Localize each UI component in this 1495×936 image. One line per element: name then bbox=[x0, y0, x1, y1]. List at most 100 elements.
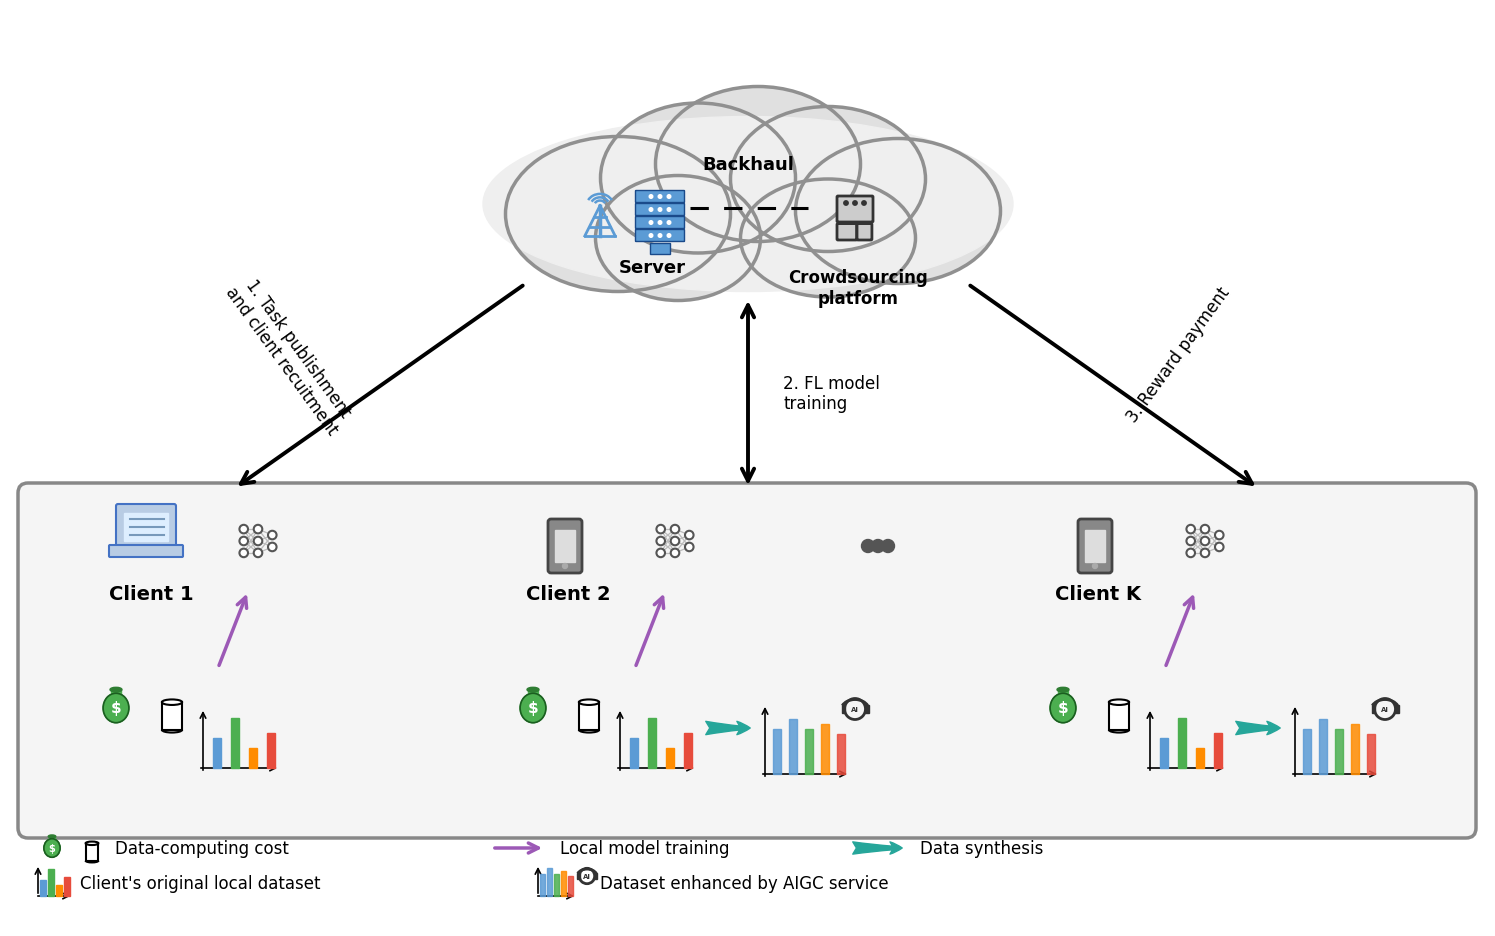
Circle shape bbox=[667, 196, 671, 199]
Ellipse shape bbox=[595, 176, 761, 301]
Bar bbox=[268, 733, 275, 768]
Circle shape bbox=[239, 549, 248, 558]
Circle shape bbox=[658, 209, 662, 212]
FancyBboxPatch shape bbox=[117, 505, 176, 548]
Bar bbox=[1178, 718, 1186, 768]
Circle shape bbox=[667, 222, 671, 225]
Text: 1. Task publishment
and client recuitment: 1. Task publishment and client recuitmen… bbox=[221, 271, 359, 438]
Circle shape bbox=[658, 222, 662, 225]
Ellipse shape bbox=[85, 841, 99, 845]
Circle shape bbox=[861, 201, 866, 206]
Circle shape bbox=[1215, 532, 1223, 540]
Bar bbox=[1058, 690, 1067, 696]
Bar bbox=[594, 873, 597, 879]
Circle shape bbox=[254, 549, 262, 558]
Circle shape bbox=[861, 540, 875, 553]
Bar bbox=[629, 739, 638, 768]
FancyBboxPatch shape bbox=[837, 197, 873, 223]
Bar bbox=[555, 874, 559, 896]
Circle shape bbox=[1215, 543, 1223, 551]
Bar bbox=[1395, 706, 1398, 713]
Circle shape bbox=[562, 563, 568, 569]
Text: Server: Server bbox=[619, 258, 686, 277]
Ellipse shape bbox=[655, 87, 861, 242]
Bar bbox=[864, 706, 869, 713]
Circle shape bbox=[656, 549, 665, 558]
FancyBboxPatch shape bbox=[635, 191, 685, 203]
Bar bbox=[650, 243, 670, 255]
Text: $: $ bbox=[1057, 701, 1069, 716]
Circle shape bbox=[1200, 549, 1209, 558]
Bar bbox=[124, 514, 167, 541]
Bar bbox=[1214, 733, 1221, 768]
Ellipse shape bbox=[740, 180, 915, 298]
Circle shape bbox=[649, 196, 653, 199]
Bar bbox=[55, 885, 61, 896]
Text: Client K: Client K bbox=[1055, 585, 1141, 604]
Bar bbox=[1196, 748, 1203, 768]
Text: Client 1: Client 1 bbox=[109, 585, 193, 604]
Bar bbox=[821, 724, 830, 774]
Circle shape bbox=[656, 525, 665, 534]
Bar bbox=[665, 748, 674, 768]
Text: Local model training: Local model training bbox=[561, 839, 730, 857]
Text: $: $ bbox=[111, 701, 121, 716]
Circle shape bbox=[268, 532, 277, 540]
FancyBboxPatch shape bbox=[549, 519, 582, 574]
Text: 2. FL model
training: 2. FL model training bbox=[783, 374, 881, 413]
FancyBboxPatch shape bbox=[857, 225, 872, 241]
Circle shape bbox=[239, 537, 248, 546]
Bar bbox=[112, 690, 121, 696]
Bar bbox=[528, 690, 538, 696]
Circle shape bbox=[1187, 537, 1195, 546]
Circle shape bbox=[649, 234, 653, 238]
Circle shape bbox=[656, 537, 665, 546]
Bar bbox=[1366, 734, 1375, 774]
Circle shape bbox=[671, 549, 679, 558]
Bar bbox=[212, 739, 221, 768]
Circle shape bbox=[1187, 525, 1195, 534]
Circle shape bbox=[1200, 525, 1209, 534]
Text: Data-computing cost: Data-computing cost bbox=[115, 839, 289, 857]
Bar bbox=[85, 843, 99, 861]
Circle shape bbox=[685, 543, 694, 551]
Bar bbox=[561, 871, 567, 896]
Bar bbox=[540, 874, 546, 896]
Ellipse shape bbox=[731, 108, 925, 252]
Ellipse shape bbox=[483, 117, 1014, 292]
Text: Client's original local dataset: Client's original local dataset bbox=[81, 874, 320, 892]
Bar bbox=[842, 706, 845, 713]
Bar bbox=[64, 877, 70, 896]
FancyBboxPatch shape bbox=[837, 225, 857, 241]
Ellipse shape bbox=[161, 700, 182, 705]
Bar bbox=[837, 734, 845, 774]
Ellipse shape bbox=[579, 700, 599, 705]
Bar bbox=[40, 880, 46, 896]
Circle shape bbox=[843, 201, 848, 206]
FancyBboxPatch shape bbox=[635, 217, 685, 229]
Text: Crowdsourcing
platform: Crowdsourcing platform bbox=[788, 269, 928, 307]
Bar bbox=[789, 719, 797, 774]
Circle shape bbox=[1187, 549, 1195, 558]
Bar bbox=[555, 531, 576, 563]
Bar bbox=[1085, 531, 1105, 563]
Ellipse shape bbox=[103, 694, 129, 723]
Circle shape bbox=[685, 532, 694, 540]
Circle shape bbox=[268, 543, 277, 551]
Circle shape bbox=[882, 540, 894, 553]
Bar bbox=[804, 729, 813, 774]
Bar bbox=[577, 873, 580, 879]
Ellipse shape bbox=[505, 138, 731, 292]
Bar bbox=[1319, 719, 1328, 774]
Bar bbox=[773, 729, 780, 774]
Text: Dataset enhanced by AIGC service: Dataset enhanced by AIGC service bbox=[599, 874, 888, 892]
Bar bbox=[568, 876, 573, 896]
Bar bbox=[647, 718, 656, 768]
Ellipse shape bbox=[1109, 700, 1129, 705]
Circle shape bbox=[239, 525, 248, 534]
Circle shape bbox=[254, 525, 262, 534]
Bar bbox=[579, 702, 599, 730]
Bar bbox=[685, 733, 692, 768]
Bar bbox=[1109, 702, 1129, 730]
Bar bbox=[250, 748, 257, 768]
